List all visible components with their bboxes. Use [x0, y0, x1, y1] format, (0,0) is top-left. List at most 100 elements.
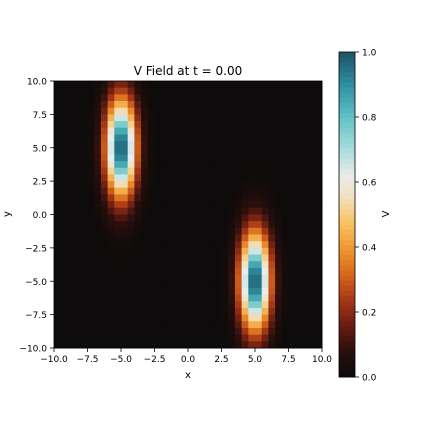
heatmap-cell	[107, 121, 115, 129]
heatmap-cell	[94, 327, 102, 336]
heatmap-cell	[214, 334, 222, 342]
heatmap-cell	[107, 107, 115, 115]
heatmap-cell	[214, 274, 222, 282]
heatmap-cell	[67, 274, 75, 282]
heatmap-cell	[315, 201, 323, 209]
heatmap-cell	[221, 247, 229, 255]
heatmap-cell	[161, 267, 169, 275]
heatmap-cell	[288, 254, 296, 262]
heatmap-cell	[208, 81, 216, 89]
heatmap-cell	[241, 287, 249, 295]
heatmap-cell	[114, 134, 122, 142]
heatmap-cell	[268, 287, 276, 295]
heatmap-cell	[295, 241, 303, 249]
heatmap-cell	[141, 267, 149, 275]
heatmap-cell	[268, 254, 276, 262]
heatmap-cell	[114, 281, 122, 289]
heatmap-cell	[174, 227, 182, 235]
heatmap-cell	[255, 101, 263, 109]
heatmap-cell	[268, 274, 276, 282]
heatmap-cell	[181, 314, 189, 322]
heatmap-cell	[167, 127, 175, 135]
heatmap-cell	[268, 261, 276, 269]
heatmap-cell	[261, 281, 269, 289]
heatmap-cell	[94, 101, 102, 109]
heatmap-cell	[261, 261, 269, 269]
heatmap-cell	[201, 227, 209, 235]
heatmap-cell	[54, 94, 62, 102]
heatmap-cell	[80, 327, 88, 336]
heatmap-cell	[255, 94, 263, 102]
heatmap-cell	[234, 241, 242, 249]
heatmap-cell	[80, 241, 88, 249]
heatmap-cell	[141, 321, 149, 329]
heatmap-cell	[60, 181, 68, 189]
heatmap-cell	[121, 114, 129, 122]
heatmap-cell	[221, 134, 229, 142]
heatmap-cell	[60, 261, 68, 269]
heatmap-cell	[107, 314, 115, 322]
heatmap-cell	[261, 207, 269, 215]
heatmap-cell	[80, 307, 88, 316]
heatmap-cell	[255, 334, 263, 342]
heatmap-cell	[308, 81, 316, 89]
heatmap-cell	[87, 174, 95, 182]
heatmap-cell	[167, 134, 175, 142]
heatmap-cell	[134, 281, 142, 289]
heatmap-cell	[255, 307, 263, 316]
heatmap-cell	[268, 147, 276, 155]
heatmap-cell	[248, 81, 256, 89]
heatmap-cell	[80, 81, 88, 89]
heatmap-cell	[147, 81, 155, 89]
heatmap-cell	[54, 87, 62, 95]
heatmap-cell	[201, 114, 209, 122]
heatmap-cell	[201, 301, 209, 309]
heatmap-cell	[295, 161, 303, 169]
heatmap-cell	[121, 307, 129, 316]
heatmap-cell	[127, 207, 135, 215]
heatmap-cell	[188, 181, 196, 189]
heatmap-cell	[161, 81, 169, 89]
heatmap-cell	[308, 207, 316, 215]
heatmap-cell	[60, 121, 68, 129]
heatmap-cell	[208, 221, 216, 229]
heatmap-cell	[234, 294, 242, 302]
heatmap-cell	[107, 274, 115, 282]
heatmap-cell	[94, 227, 102, 235]
heatmap-cell	[221, 341, 229, 349]
heatmap-cell	[134, 221, 142, 229]
heatmap-cell	[241, 267, 249, 275]
heatmap-cell	[228, 141, 236, 149]
heatmap-cell	[295, 341, 303, 349]
heatmap-cell	[127, 121, 135, 129]
heatmap-cell	[121, 127, 129, 135]
heatmap-cell	[228, 267, 236, 275]
heatmap-cell	[208, 294, 216, 302]
heatmap-cell	[308, 167, 316, 175]
colorbar-tick-label: 1.0	[362, 49, 377, 59]
heatmap-cell	[248, 274, 256, 282]
heatmap-cell	[308, 201, 316, 209]
heatmap-cell	[194, 234, 202, 242]
heatmap-cell	[214, 221, 222, 229]
heatmap-cell	[167, 141, 175, 149]
heatmap-cell	[181, 321, 189, 329]
heatmap-cell	[94, 207, 102, 215]
heatmap-cell	[248, 101, 256, 109]
heatmap-cell	[188, 281, 196, 289]
heatmap-cell	[234, 114, 242, 122]
heatmap-cell	[301, 114, 309, 122]
heatmap-cell	[147, 294, 155, 302]
heatmap-cell	[214, 247, 222, 255]
heatmap-cell	[60, 107, 68, 115]
heatmap-cell	[201, 141, 209, 149]
heatmap-cell	[201, 327, 209, 336]
heatmap-cell	[54, 341, 62, 349]
heatmap-cell	[234, 267, 242, 275]
heatmap-cell	[100, 314, 108, 322]
heatmap-cell	[275, 101, 283, 109]
heatmap-cell	[234, 121, 242, 129]
heatmap-cell	[234, 334, 242, 342]
heatmap-cell	[161, 167, 169, 175]
heatmap-cell	[315, 141, 323, 149]
